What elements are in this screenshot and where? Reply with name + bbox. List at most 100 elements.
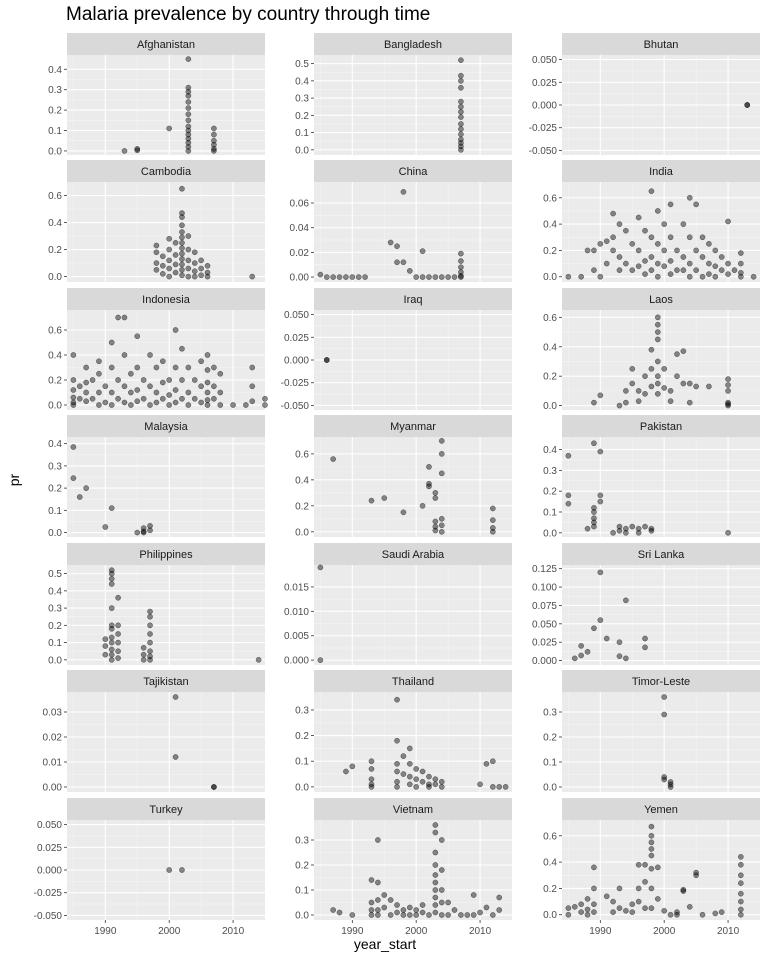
- data-point: [255, 656, 262, 663]
- data-point: [140, 395, 147, 402]
- facet-panel: Laos 0.0 0.2 0.4 0.6: [543, 288, 760, 412]
- data-point: [128, 402, 134, 408]
- data-point: [191, 273, 198, 280]
- data-point: [317, 271, 324, 278]
- data-point: [725, 402, 731, 409]
- facet-strip-label: Malaysia: [144, 421, 188, 433]
- y-tick-label: -0.050: [529, 146, 558, 157]
- y-tick-label: 0.1: [48, 638, 62, 649]
- data-point: [204, 273, 211, 280]
- data-point: [584, 911, 591, 918]
- data-point: [648, 188, 655, 195]
- data-point: [616, 885, 623, 892]
- data-point: [185, 364, 192, 371]
- data-point: [368, 907, 375, 913]
- data-point: [172, 364, 179, 371]
- data-point: [108, 605, 115, 611]
- data-point: [153, 249, 160, 256]
- data-point: [191, 260, 198, 266]
- data-point: [102, 524, 109, 530]
- data-point: [597, 569, 604, 576]
- data-point: [610, 247, 616, 254]
- data-point: [413, 907, 420, 913]
- data-point: [438, 899, 445, 906]
- data-point: [394, 768, 400, 775]
- data-point: [368, 912, 375, 918]
- data-point: [419, 778, 426, 785]
- data-point: [381, 495, 388, 501]
- panel-background: [562, 565, 760, 665]
- data-point: [654, 273, 661, 280]
- x-tick-label: 2010: [469, 926, 492, 937]
- data-point: [648, 846, 655, 852]
- data-point: [70, 402, 77, 408]
- panel-background: [67, 182, 265, 282]
- y-tick-label: 0.5: [295, 59, 309, 70]
- y-tick-label: 0.4: [48, 351, 62, 362]
- data-point: [185, 273, 192, 280]
- data-point: [83, 485, 90, 491]
- data-point: [70, 444, 77, 450]
- data-point: [712, 247, 719, 254]
- data-point: [153, 260, 160, 266]
- y-tick-label: 0.4: [543, 220, 557, 231]
- data-point: [496, 894, 503, 901]
- data-point: [166, 402, 173, 408]
- data-point: [185, 143, 192, 150]
- data-point: [674, 909, 680, 915]
- data-point: [489, 784, 496, 790]
- data-point: [635, 885, 642, 892]
- y-tick-label: 0.2: [48, 621, 62, 632]
- facet-strip-label: Laos: [649, 294, 673, 306]
- facet-panel: Tajikistan 0.00 0.01 0.02 0.03: [43, 670, 265, 794]
- data-point: [635, 525, 642, 532]
- data-point: [623, 227, 629, 234]
- data-point: [635, 214, 642, 221]
- data-point: [179, 256, 185, 262]
- data-point: [667, 784, 674, 790]
- data-point: [249, 398, 256, 405]
- data-point: [737, 898, 744, 905]
- data-point: [400, 509, 407, 516]
- data-point: [185, 127, 192, 134]
- panel-background: [314, 55, 512, 155]
- data-point: [198, 257, 204, 264]
- data-point: [140, 644, 147, 651]
- data-point: [413, 766, 420, 772]
- data-point: [591, 504, 597, 511]
- data-point: [102, 643, 109, 649]
- data-point: [211, 148, 217, 154]
- data-point: [616, 527, 623, 534]
- y-tick-label: 0.0: [48, 655, 62, 666]
- data-point: [147, 656, 153, 663]
- data-point: [387, 239, 394, 246]
- data-point: [134, 147, 141, 154]
- data-point: [172, 239, 179, 246]
- data-point: [458, 98, 464, 105]
- data-point: [489, 528, 496, 535]
- x-tick-label: 1990: [341, 926, 364, 937]
- data-point: [477, 909, 483, 916]
- data-point: [198, 399, 204, 406]
- data-point: [115, 655, 121, 661]
- data-point: [496, 907, 503, 913]
- data-point: [725, 401, 731, 407]
- data-point: [121, 383, 128, 390]
- data-point: [375, 879, 381, 886]
- facet-strip: [67, 798, 265, 820]
- data-point: [725, 382, 731, 388]
- data-point: [591, 509, 597, 515]
- data-point: [406, 773, 413, 780]
- data-point: [204, 262, 211, 269]
- data-point: [737, 269, 744, 276]
- data-point: [147, 613, 153, 620]
- data-point: [674, 247, 680, 254]
- facet-panel: Saudi Arabia 0.000 0.005 0.010 0.015: [284, 543, 512, 667]
- panel-background: [562, 182, 760, 282]
- data-point: [438, 522, 445, 529]
- data-point: [108, 634, 115, 641]
- facet-strip: [314, 798, 512, 820]
- facet-strip: [67, 160, 265, 182]
- data-point: [432, 902, 439, 908]
- data-point: [198, 358, 204, 365]
